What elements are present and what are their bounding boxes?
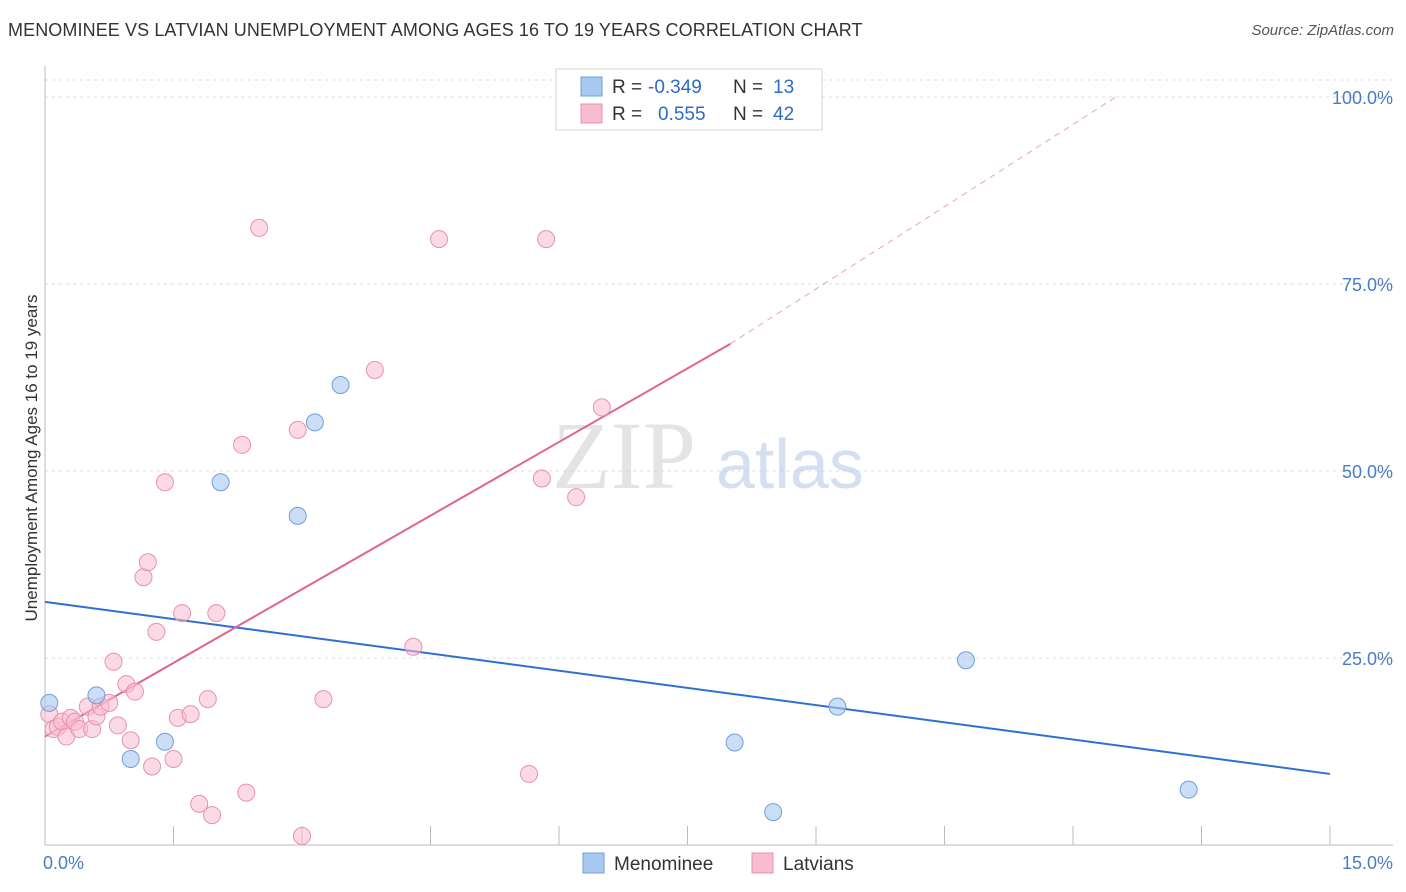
data-point-latvians: [288, 420, 307, 439]
data-point-latvians: [365, 361, 384, 380]
data-point-latvians: [520, 764, 539, 783]
data-point-latvians: [190, 794, 209, 813]
legend-label-latvians: Latvians: [783, 854, 854, 875]
trend-lines: [44, 96, 1331, 775]
data-point-menominee: [87, 686, 106, 705]
data-point-menominee: [725, 733, 744, 752]
data-point-latvians: [134, 568, 153, 587]
data-point-menominee: [331, 375, 350, 394]
data-point-latvians: [567, 488, 586, 507]
data-point-latvians: [203, 806, 222, 825]
y-tick-label: 100.0%: [1332, 88, 1393, 108]
tick-labels: 25.0% 50.0% 75.0% 100.0% 0.0% 15.0%: [43, 88, 1393, 873]
legend-r-label: R =: [612, 77, 642, 98]
data-point-latvians: [104, 652, 123, 671]
legend-label-menominee: Menominee: [614, 854, 713, 875]
trend-line-latvians: [44, 342, 731, 738]
data-point-latvians: [250, 218, 269, 237]
chart-title: MENOMINEE VS LATVIAN UNEMPLOYMENT AMONG …: [8, 20, 863, 40]
data-point-menominee: [764, 803, 783, 822]
watermark-atlas: atlas: [716, 425, 864, 503]
data-point-latvians: [537, 230, 556, 249]
trend-line-menominee: [44, 600, 1331, 775]
data-points: [40, 218, 1198, 846]
legend-swatch-menominee: [580, 76, 603, 97]
series-legend: Menominee Latvians: [582, 852, 854, 875]
data-point-latvians: [155, 473, 174, 492]
legend-swatch-latvians: [751, 852, 774, 874]
source-label: Source: ZipAtlas.com: [1251, 22, 1394, 39]
legend-swatch-menominee: [582, 852, 605, 874]
trend-line-latvians-extension: [730, 96, 1117, 345]
data-point-latvians: [314, 690, 333, 709]
data-point-latvians: [592, 398, 611, 417]
grid-lines: [45, 79, 1393, 659]
x-tick-label: 15.0%: [1342, 853, 1393, 873]
data-point-latvians: [143, 757, 162, 776]
data-point-latvians: [108, 716, 127, 735]
legend-n-value: 42: [773, 104, 794, 125]
data-point-latvians: [207, 604, 226, 623]
data-point-latvians: [121, 731, 140, 750]
data-point-menominee: [40, 693, 59, 712]
legend-r-label: R =: [612, 104, 642, 125]
data-point-latvians: [430, 230, 449, 249]
data-point-latvians: [293, 827, 311, 846]
data-point-menominee: [305, 413, 324, 432]
data-point-latvians: [164, 749, 183, 768]
watermark: ZIP atlas: [552, 402, 864, 509]
data-point-menominee: [828, 697, 847, 716]
data-point-latvians: [532, 469, 551, 488]
data-point-menominee: [155, 732, 174, 751]
data-point-menominee: [121, 749, 140, 768]
correlation-legend: R = -0.349 N = 13 R = 0.555 N = 42: [555, 68, 823, 131]
legend-n-label: N =: [733, 104, 763, 125]
data-point-latvians: [404, 637, 423, 656]
data-point-menominee: [1179, 780, 1198, 799]
data-point-latvians: [138, 553, 157, 572]
data-point-latvians: [237, 783, 256, 802]
y-tick-label: 50.0%: [1342, 462, 1393, 482]
legend-r-value: -0.349: [648, 77, 702, 98]
y-tick-label: 25.0%: [1342, 649, 1393, 669]
y-tick-label: 75.0%: [1342, 275, 1393, 295]
data-point-latvians: [181, 705, 200, 724]
legend-n-label: N =: [733, 77, 763, 98]
legend-r-value: 0.555: [658, 104, 706, 125]
data-point-menominee: [211, 473, 230, 492]
data-point-latvians: [233, 435, 252, 454]
data-point-latvians: [198, 690, 217, 709]
data-point-latvians: [147, 622, 166, 641]
y-axis-title: Unemployment Among Ages 16 to 19 years: [22, 295, 41, 622]
data-point-latvians: [173, 604, 192, 623]
x-tick-label: 0.0%: [43, 853, 84, 873]
data-point-latvians: [125, 682, 144, 701]
legend-swatch-latvians: [580, 103, 603, 124]
data-point-menominee: [288, 506, 307, 525]
data-point-menominee: [956, 651, 975, 670]
legend-n-value: 13: [773, 77, 794, 98]
